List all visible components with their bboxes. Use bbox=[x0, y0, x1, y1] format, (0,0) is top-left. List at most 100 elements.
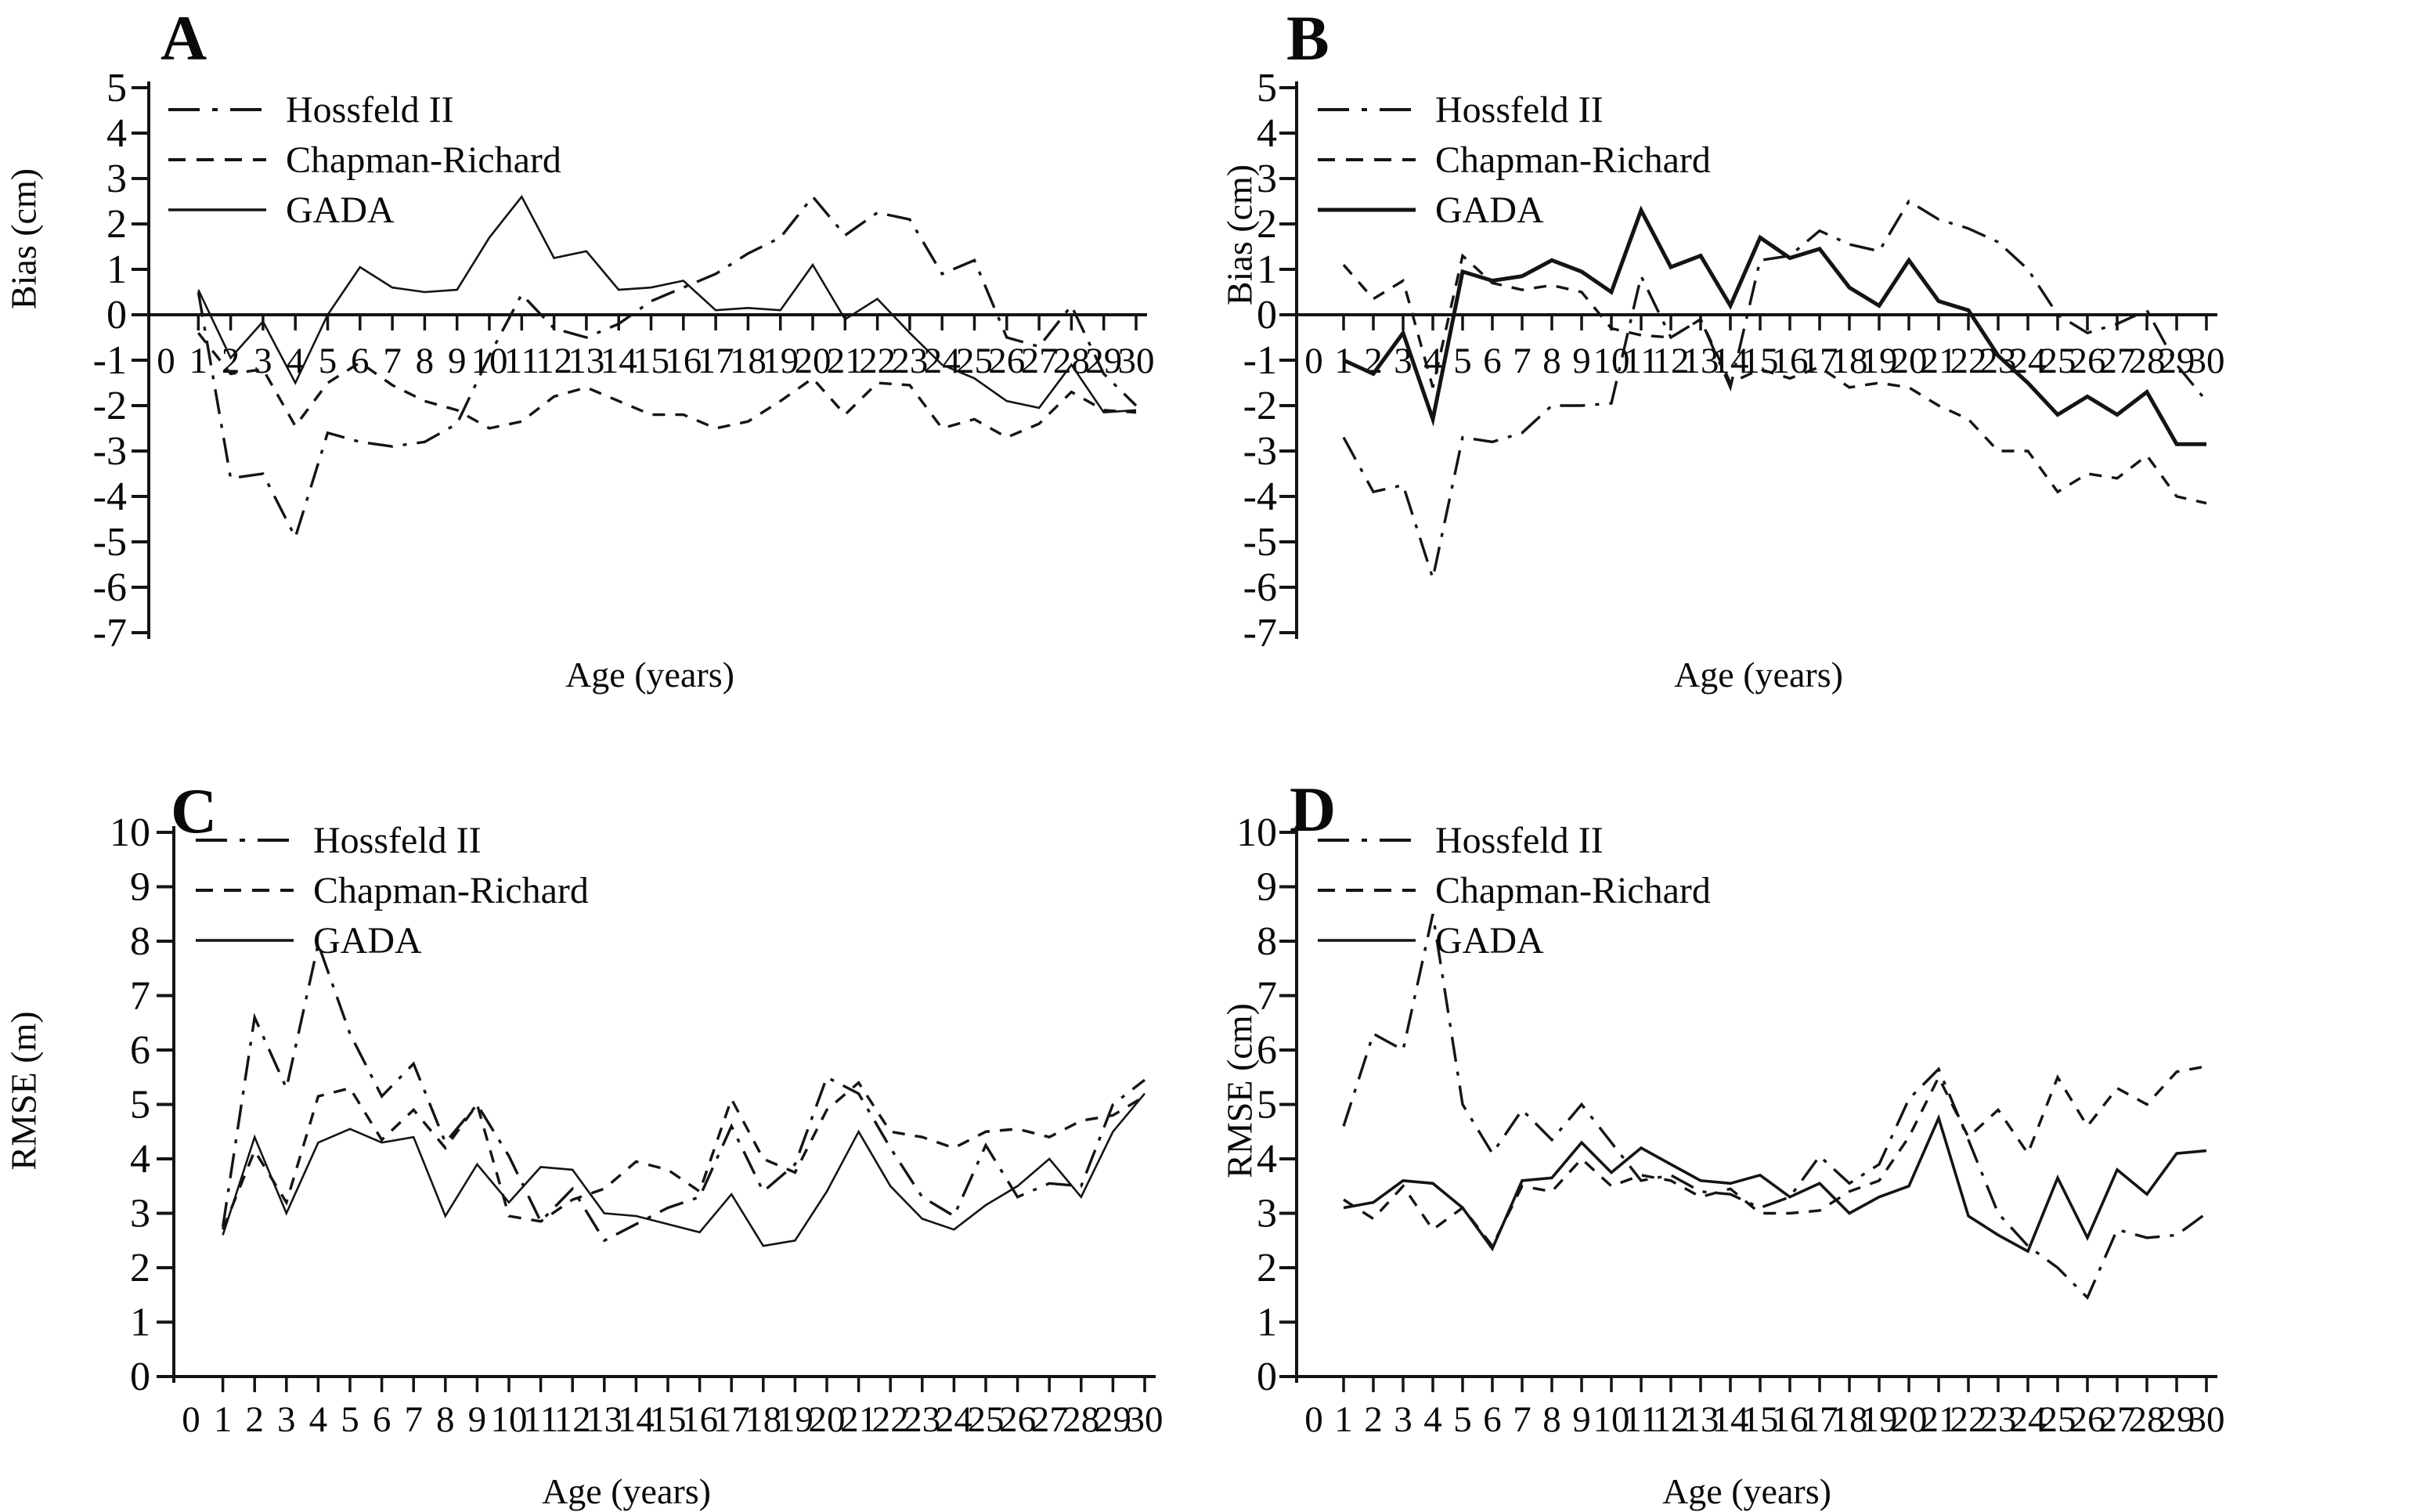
y-axis-label: Bias (cm) bbox=[3, 168, 44, 310]
x-tick-label: 1 bbox=[214, 1399, 233, 1440]
x-tick-label: 11 bbox=[1623, 341, 1658, 381]
y-tick-label: 2 bbox=[106, 202, 127, 247]
x-tick-label: 28 bbox=[2129, 341, 2166, 381]
y-tick-label: 6 bbox=[1257, 1028, 1277, 1073]
legend-label: Chapman-Richard bbox=[286, 139, 561, 181]
panel-title: C bbox=[171, 775, 218, 846]
x-tick-label: 19 bbox=[1861, 1399, 1898, 1440]
legend-label: GADA bbox=[313, 920, 422, 962]
series-line-gada bbox=[222, 1092, 1145, 1247]
legend-label: Hossfeld II bbox=[286, 89, 454, 131]
x-tick-label: 15 bbox=[633, 341, 669, 381]
x-axis-label: Age (years) bbox=[542, 1471, 711, 1511]
x-tick-label: 28 bbox=[1062, 1399, 1099, 1440]
y-tick-label: 2 bbox=[1257, 1246, 1277, 1290]
y-tick-label: 1 bbox=[106, 247, 127, 292]
x-tick-label: 25 bbox=[2040, 341, 2076, 381]
x-tick-label: 2 bbox=[222, 341, 240, 381]
x-tick-label: 28 bbox=[1053, 341, 1090, 381]
x-tick-label: 23 bbox=[1980, 1399, 2017, 1440]
legend-label: Hossfeld II bbox=[1435, 89, 1604, 131]
series-line-gada bbox=[1343, 1113, 2207, 1254]
x-tick-label: 4 bbox=[1423, 1399, 1442, 1440]
y-tick-label: 4 bbox=[130, 1137, 150, 1182]
y-tick-label: 4 bbox=[1257, 111, 1277, 156]
x-tick-label: 13 bbox=[1683, 1399, 1719, 1440]
y-tick-label: -1 bbox=[1243, 338, 1277, 383]
y-tick-label: -6 bbox=[93, 565, 127, 610]
x-tick-label: 11 bbox=[1623, 1399, 1658, 1440]
x-tick-label: 5 bbox=[319, 341, 337, 381]
x-tick-label: 20 bbox=[809, 1399, 846, 1440]
y-tick-label: -6 bbox=[1243, 565, 1277, 610]
x-tick-label: 19 bbox=[777, 1399, 814, 1440]
panel-bias-plot-2: 5 4 3 2 1 0 -1 -2 -3 -4 -5 -6 -7 0 1 2 3 4 5 6 7 8 9 10 11 12 13 14… bbox=[1214, 0, 2428, 752]
x-tick-label: 27 bbox=[1031, 1399, 1068, 1440]
x-tick-label: 21 bbox=[1921, 341, 1957, 381]
series-line-hossfeld-ii bbox=[1342, 913, 2208, 1301]
x-tick-label: 3 bbox=[1394, 1399, 1412, 1440]
x-tick-label: 8 bbox=[1542, 1399, 1561, 1440]
x-tick-label: 27 bbox=[2099, 1399, 2136, 1440]
y-tick-label: 2 bbox=[130, 1246, 150, 1290]
x-tick-label: 20 bbox=[1891, 1399, 1928, 1440]
x-tick-label: 1 bbox=[1334, 1399, 1353, 1440]
x-tick-label: 8 bbox=[436, 1399, 455, 1440]
x-tick-label: 25 bbox=[968, 1399, 1005, 1440]
y-tick-label: 5 bbox=[106, 66, 127, 110]
x-tick-label: 23 bbox=[904, 1399, 940, 1440]
y-axis-label: RMSE (cm) bbox=[1219, 1003, 1260, 1178]
y-tick-label: -5 bbox=[1243, 520, 1277, 565]
x-tick-label: 29 bbox=[2159, 341, 2195, 381]
x-tick-label: 25 bbox=[956, 341, 993, 381]
x-tick-label: 3 bbox=[254, 341, 272, 381]
x-tick-label: 6 bbox=[1483, 341, 1502, 381]
x-tick-label: 14 bbox=[601, 341, 637, 381]
x-tick-label: 6 bbox=[1483, 1399, 1502, 1440]
y-tick-label: -5 bbox=[93, 520, 127, 565]
x-tick-label: 9 bbox=[448, 341, 467, 381]
x-tick-label: 22 bbox=[872, 1399, 909, 1440]
x-tick-label: 0 bbox=[1304, 341, 1323, 381]
series-line-gada bbox=[1342, 205, 2206, 446]
x-tick-label: 11 bbox=[523, 1399, 558, 1440]
x-tick-label: 18 bbox=[1831, 1399, 1868, 1440]
x-tick-label: 25 bbox=[2040, 1399, 2076, 1440]
x-tick-label: 21 bbox=[840, 1399, 877, 1440]
x-tick-label: 9 bbox=[468, 1399, 487, 1440]
y-tick-label: -3 bbox=[93, 429, 127, 474]
x-axis-label: Age (years) bbox=[1674, 655, 1843, 695]
x-tick-label: 15 bbox=[1742, 1399, 1779, 1440]
series-line-hossfeld-ii bbox=[221, 939, 1146, 1243]
x-tick-label: 30 bbox=[2188, 1399, 2225, 1440]
x-tick-label: 19 bbox=[762, 341, 799, 381]
y-tick-label: 7 bbox=[130, 974, 150, 1019]
x-tick-label: 15 bbox=[650, 1399, 687, 1440]
y-axis-label: Bias (cm) bbox=[1219, 164, 1260, 306]
legend-label: GADA bbox=[286, 189, 395, 231]
x-tick-label: 10 bbox=[491, 1399, 528, 1440]
panel-bias-plot-1: 5 4 3 2 1 0 -1 -2 -3 -4 -5 -6 -7 0 1 2 3 4 5 6 7 8 9 10 11 12 13 14… bbox=[0, 0, 1214, 752]
series-line-chapman-richard bbox=[222, 1081, 1145, 1230]
x-tick-label: 2 bbox=[1364, 1399, 1383, 1440]
legend-label: Hossfeld II bbox=[313, 820, 482, 861]
x-tick-label: 22 bbox=[1950, 1399, 1987, 1440]
series-line-hossfeld-ii bbox=[197, 194, 1138, 541]
x-tick-label: 18 bbox=[1831, 341, 1868, 381]
y-tick-label: 1 bbox=[1257, 247, 1277, 292]
x-tick-label: 12 bbox=[554, 1399, 591, 1440]
x-tick-label: 0 bbox=[182, 1399, 200, 1440]
legend-label: Hossfeld II bbox=[1435, 820, 1604, 861]
y-tick-label: 5 bbox=[1257, 66, 1277, 110]
x-tick-label: 10 bbox=[1593, 1399, 1630, 1440]
y-tick-label: 6 bbox=[130, 1028, 150, 1073]
x-tick-label: 14 bbox=[1712, 341, 1749, 381]
x-tick-label: 13 bbox=[586, 1399, 622, 1440]
x-tick-label: 0 bbox=[1304, 1399, 1323, 1440]
panel-title: A bbox=[161, 2, 207, 74]
x-tick-label: 4 bbox=[286, 341, 305, 381]
x-tick-label: 7 bbox=[1513, 341, 1531, 381]
